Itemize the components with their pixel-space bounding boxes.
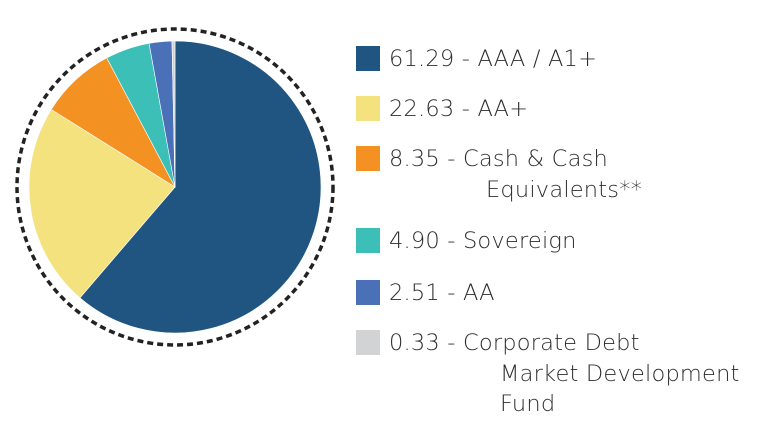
dashed-outer-ring xyxy=(15,27,335,347)
pie-slice xyxy=(28,109,176,299)
legend-swatch xyxy=(356,96,380,121)
pie-slice xyxy=(79,40,322,334)
legend-label: 4.90 - Sovereign xyxy=(389,228,577,254)
legend-label: 8.35 - Cash & Cash Equivalents** xyxy=(389,146,643,203)
legend-item-aaa-a1plus: 61.29 - AAA / A1+ xyxy=(356,44,597,75)
legend-swatch xyxy=(356,228,380,253)
legend-label: 2.51 - AA xyxy=(389,280,495,306)
legend-swatch xyxy=(356,330,380,355)
legend-label: 0.33 - Corporate Debt Market Development… xyxy=(389,330,740,417)
legend-label: 22.63 - AA+ xyxy=(389,96,529,122)
pie-chart xyxy=(15,27,335,347)
legend-item-sovereign: 4.90 - Sovereign xyxy=(356,226,577,257)
legend-item-aa: 2.51 - AA xyxy=(356,278,495,309)
pie-slice xyxy=(171,40,176,188)
legend-swatch xyxy=(356,46,380,71)
legend-label: 61.29 - AAA / A1+ xyxy=(389,46,598,72)
legend-item-cash: 8.35 - Cash & Cash Equivalents** xyxy=(356,144,642,205)
legend-swatch xyxy=(356,280,380,305)
legend-item-corporate-debt-fund: 0.33 - Corporate Debt Market Development… xyxy=(356,328,740,420)
pie-slices xyxy=(28,40,322,334)
legend-swatch xyxy=(356,146,380,171)
legend-item-aa-plus: 22.63 - AA+ xyxy=(356,94,528,125)
